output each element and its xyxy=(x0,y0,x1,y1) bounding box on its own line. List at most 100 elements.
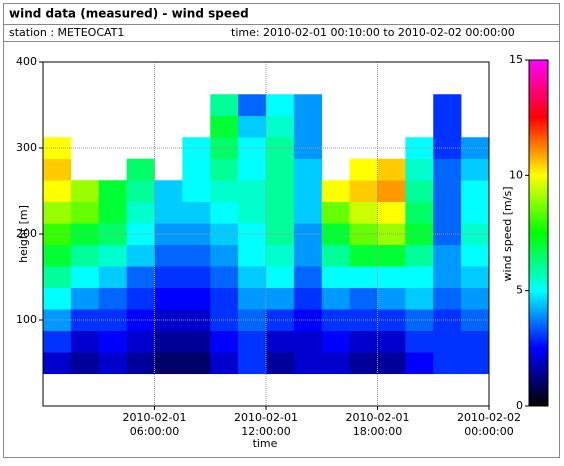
heat-cell xyxy=(433,266,462,289)
heat-cell xyxy=(126,287,155,310)
heat-cell xyxy=(433,115,462,138)
heat-cell xyxy=(43,287,72,310)
heat-cell xyxy=(377,244,406,267)
heat-cell xyxy=(182,352,211,375)
x-tick-label: 2010-02-01 18:00:00 xyxy=(346,411,410,438)
heat-cell xyxy=(70,352,100,375)
heat-cell xyxy=(349,180,378,203)
heat-cell xyxy=(210,180,239,203)
x-tick-label: 2010-02-02 00:00:00 xyxy=(457,411,521,438)
heat-cell xyxy=(98,309,127,332)
heat-cell xyxy=(405,352,434,375)
x-axis-label: time xyxy=(253,437,278,450)
heat-cell xyxy=(349,330,378,353)
heat-cell xyxy=(70,201,100,224)
heat-cell xyxy=(266,94,295,117)
heat-cell xyxy=(405,201,434,224)
heat-cell xyxy=(210,330,239,353)
heat-cell xyxy=(126,180,155,203)
heat-cell xyxy=(43,244,72,267)
heat-cell xyxy=(433,244,462,267)
chart-title: wind data (measured) - wind speed xyxy=(9,7,249,21)
heat-cell xyxy=(238,137,267,160)
heat-cell xyxy=(321,352,350,375)
heat-cell xyxy=(70,309,100,332)
heat-cell xyxy=(461,266,490,289)
heat-cell xyxy=(238,180,267,203)
heat-cell xyxy=(154,309,183,332)
heat-cell xyxy=(433,352,462,375)
heat-cell xyxy=(126,330,155,353)
heat-cell xyxy=(293,180,323,203)
heat-cell xyxy=(266,352,295,375)
heat-cell xyxy=(377,330,406,353)
heat-cell xyxy=(238,266,267,289)
heat-cell xyxy=(238,352,267,375)
heat-cell xyxy=(266,223,295,246)
colorbar-tick-label: 10 xyxy=(509,168,523,181)
heat-cell xyxy=(182,330,211,353)
heat-cell xyxy=(210,309,239,332)
heat-cell xyxy=(238,287,267,310)
heat-cell xyxy=(377,352,406,375)
heat-cell xyxy=(377,158,406,181)
heat-cell xyxy=(43,180,72,203)
heat-cell xyxy=(238,115,267,138)
heat-cell xyxy=(433,180,462,203)
heat-cell xyxy=(461,330,490,353)
heat-cell xyxy=(293,266,323,289)
heat-cell xyxy=(293,94,323,117)
heat-cell xyxy=(238,309,267,332)
heat-cell xyxy=(126,309,155,332)
heat-cell xyxy=(461,244,490,267)
heat-cell xyxy=(210,352,239,375)
heat-cell xyxy=(210,137,239,160)
heat-cell xyxy=(154,330,183,353)
heat-cell xyxy=(154,244,183,267)
colorbar-label: wind speed [m/s] xyxy=(501,187,514,282)
heat-cell xyxy=(154,180,183,203)
heat-cell xyxy=(98,352,127,375)
heat-cell xyxy=(182,223,211,246)
heat-cell xyxy=(349,287,378,310)
heat-cell xyxy=(405,180,434,203)
heat-cell xyxy=(349,352,378,375)
colorbar-tick-label: 0 xyxy=(516,399,523,412)
colorbar xyxy=(528,59,549,407)
heat-cell xyxy=(433,287,462,310)
heat-cell xyxy=(377,201,406,224)
heat-cell xyxy=(238,94,267,117)
heat-cell xyxy=(210,244,239,267)
heat-cell xyxy=(377,287,406,310)
heat-cell xyxy=(266,180,295,203)
heat-cell xyxy=(210,266,239,289)
heat-cell xyxy=(266,266,295,289)
heat-cell xyxy=(126,158,155,181)
heat-cell xyxy=(293,352,323,375)
y-tick-label: 200 xyxy=(16,227,37,240)
heat-cell xyxy=(98,330,127,353)
heat-cell xyxy=(43,158,72,181)
period: time: 2010-02-01 00:10:00 to 2010-02-02 … xyxy=(231,26,515,39)
heat-cell xyxy=(238,330,267,353)
heat-cell xyxy=(210,201,239,224)
heat-cell xyxy=(377,180,406,203)
heat-cell xyxy=(266,115,295,138)
heat-cell xyxy=(238,223,267,246)
heat-cell xyxy=(349,244,378,267)
heat-cell xyxy=(293,244,323,267)
y-axis-label: height [m] xyxy=(17,205,30,263)
heat-cell xyxy=(210,115,239,138)
heat-cell xyxy=(266,309,295,332)
heat-cell xyxy=(98,201,127,224)
heat-cell xyxy=(405,287,434,310)
heat-cell xyxy=(293,115,323,138)
y-tick-label: 400 xyxy=(16,55,37,68)
heat-cell xyxy=(182,201,211,224)
heat-cell xyxy=(293,201,323,224)
heat-cell xyxy=(238,201,267,224)
heat-cell xyxy=(349,201,378,224)
heat-cell xyxy=(210,94,239,117)
heat-cell xyxy=(293,287,323,310)
heat-cell xyxy=(349,158,378,181)
